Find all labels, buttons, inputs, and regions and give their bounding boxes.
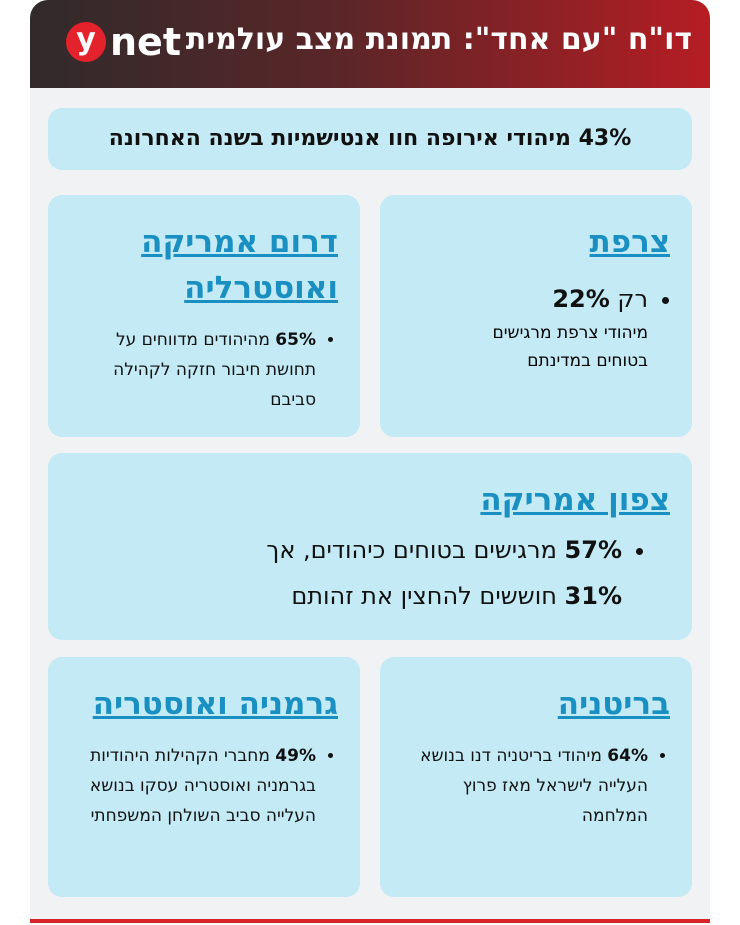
bullets: 57% מרגישים בטוחים כיהודים, אך 31% חוששי…	[70, 527, 670, 619]
bottom-rule	[30, 919, 710, 923]
bullet-text: מיהודי בריטניה דנו בנושא העלייה לישראל מ…	[420, 746, 648, 826]
bullets: 64% מיהודי בריטניה דנו בנושא העלייה לישר…	[402, 741, 670, 831]
bullet-text: מיהודי צרפת מרגישים בטוחים במדינתם	[492, 323, 648, 371]
prefix: רק	[617, 285, 648, 313]
bullet: 64% מיהודי בריטניה דנו בנושא העלייה לישר…	[402, 741, 648, 831]
bullet: 31% חוששים להחצין את זהותם	[70, 573, 622, 619]
bullet: 65% מהיהודים מדווחים על תחושת חיבור חזקה…	[70, 325, 316, 415]
highlight: 22%	[552, 285, 610, 313]
highlight: 64%	[607, 746, 648, 766]
card-title: צרפת	[589, 224, 670, 260]
highlight: 49%	[275, 746, 316, 766]
highlight: 57%	[564, 536, 622, 564]
card: צפון אמריקה 57% מרגישים בטוחים כיהודים, …	[48, 453, 692, 640]
card: בריטניה 64% מיהודי בריטניה דנו בנושא העל…	[380, 657, 692, 897]
bullet-text: מרגישים בטוחים כיהודים, אך	[266, 536, 557, 564]
bullet: 49% מחברי הקהילות היהודיות בגרמניה ואוסט…	[70, 741, 316, 831]
card-title: דרום אמריקה ואוסטרליה	[141, 224, 338, 306]
bullet-text: מחברי הקהילות היהודיות בגרמניה ואוסטריה …	[89, 746, 316, 826]
logo: y net	[66, 22, 181, 62]
bullet-text: מהיהודים מדווחים על תחושת חיבור חזקה לקה…	[113, 330, 316, 410]
card: דרום אמריקה ואוסטרליה 65% מהיהודים מדווח…	[48, 195, 360, 437]
card-title: צפון אמריקה	[480, 482, 670, 518]
card: צרפת רק 22% מיהודי צרפת מרגישים בטוחים ב…	[380, 195, 692, 437]
bullets: 49% מחברי הקהילות היהודיות בגרמניה ואוסט…	[70, 741, 338, 831]
card-title: גרמניה ואוסטריה	[92, 686, 338, 722]
banner: 43% מיהודי אירופה חוו אנטישמיות בשנה האח…	[48, 108, 692, 170]
frame: דו"ח "עם אחד": תמונת מצב עולמית y net 43…	[30, 0, 710, 920]
header-title: דו"ח "עם אחד": תמונת מצב עולמית	[185, 22, 692, 57]
logo-net: net	[110, 20, 181, 64]
bullets: 65% מהיהודים מדווחים על תחושת חיבור חזקה…	[70, 325, 338, 415]
header: דו"ח "עם אחד": תמונת מצב עולמית y net	[30, 0, 710, 88]
highlight: 65%	[275, 330, 316, 350]
bullets: רק 22%	[402, 279, 670, 319]
card-title: בריטניה	[557, 686, 670, 722]
highlight: 31%	[564, 582, 622, 610]
card: גרמניה ואוסטריה 49% מחברי הקהילות היהודי…	[48, 657, 360, 897]
bullet: 57% מרגישים בטוחים כיהודים, אך	[70, 527, 622, 573]
logo-y: y	[66, 22, 106, 62]
bullet-text: חוששים להחצין את זהותם	[291, 582, 557, 610]
bullet: רק 22%	[402, 279, 648, 319]
